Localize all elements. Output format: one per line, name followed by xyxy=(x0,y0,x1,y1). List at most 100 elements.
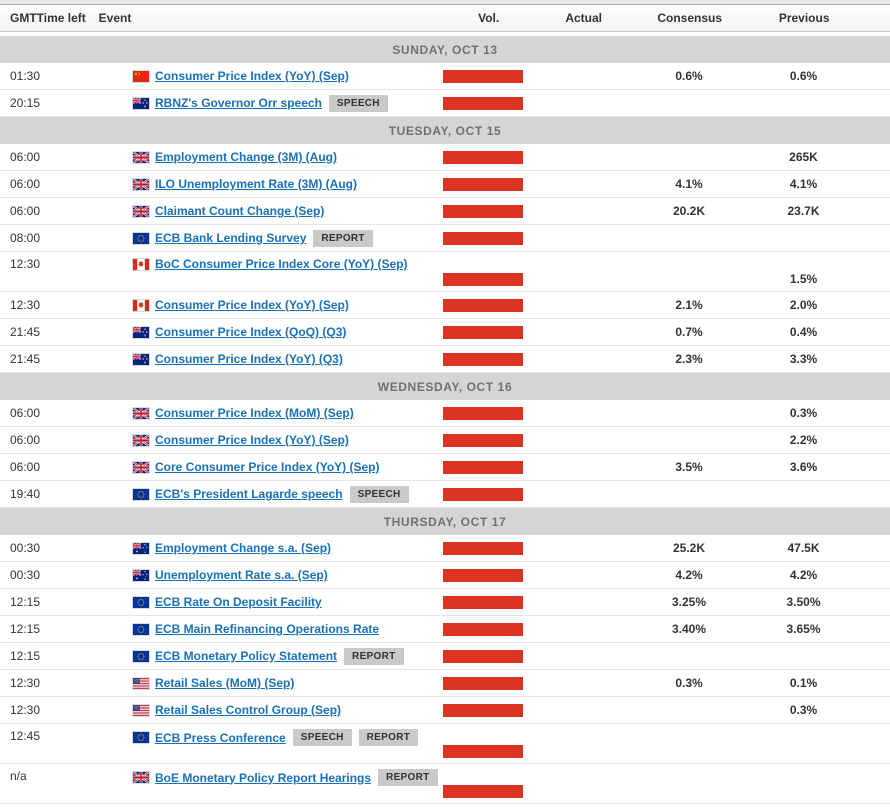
volatility-cell xyxy=(443,69,533,83)
european-union-flag-icon xyxy=(133,732,149,743)
event-link[interactable]: Retail Sales (MoM) (Sep) xyxy=(155,676,295,690)
volatility-cell xyxy=(443,150,533,164)
day-separator: WEDNESDAY, OCT 16 xyxy=(0,373,890,400)
event-link[interactable]: Consumer Price Index (YoY) (Sep) xyxy=(155,69,349,83)
european-union-flag-icon xyxy=(133,232,149,244)
event-link[interactable]: RBNZ's Governor Orr speech xyxy=(155,96,322,110)
calendar-body: SUNDAY, OCT 13 01:30 Consumer Price Inde… xyxy=(0,36,890,804)
event-cell: ECB Monetary Policy Statement REPORT xyxy=(133,647,443,665)
event-row: 06:00 Consumer Price Index (MoM) (Sep) 0… xyxy=(0,400,890,427)
consensus-value: 25.2K xyxy=(672,541,706,555)
event-link[interactable]: Employment Change s.a. (Sep) xyxy=(155,541,332,555)
event-row: 00:30 Employment Change s.a. (Sep) 25.2K… xyxy=(0,535,890,562)
event-cell: Core Consumer Price Index (YoY) (Sep) xyxy=(133,460,443,474)
united-kingdom-flag-icon xyxy=(133,205,149,217)
event-time: 06:00 xyxy=(10,177,41,191)
consensus-value: 2.1% xyxy=(675,298,703,312)
volatility-bar xyxy=(443,487,523,501)
event-cell: Consumer Price Index (YoY) (Sep) xyxy=(133,69,443,83)
event-link[interactable]: Claimant Count Change (Sep) xyxy=(155,204,325,218)
event-time: 12:15 xyxy=(10,595,41,609)
event-cell: ILO Unemployment Rate (3M) (Aug) xyxy=(133,177,443,191)
event-link[interactable]: ECB Monetary Policy Statement xyxy=(155,649,338,663)
event-link[interactable]: Core Consumer Price Index (YoY) (Sep) xyxy=(155,460,380,474)
volatility-cell xyxy=(443,703,533,717)
column-header-time-left: Time left xyxy=(36,11,86,25)
event-time: n/a xyxy=(10,769,27,783)
volatility-bar xyxy=(443,541,523,555)
event-row: 06:00 ILO Unemployment Rate (3M) (Aug) 4… xyxy=(0,171,890,198)
previous-value: 0.1% xyxy=(789,676,818,690)
event-link[interactable]: Unemployment Rate s.a. (Sep) xyxy=(155,568,328,582)
previous-value: 2.0% xyxy=(789,298,818,312)
volatility-cell xyxy=(443,231,533,245)
united-kingdom-flag-icon xyxy=(133,434,149,446)
event-row: 12:15 ECB Main Refinancing Operations Ra… xyxy=(0,616,890,643)
united-states-flag-icon xyxy=(133,677,149,689)
event-cell: BoC Consumer Price Index Core (YoY) (Sep… xyxy=(133,252,443,271)
event-time: 06:00 xyxy=(10,460,41,474)
event-link[interactable]: Consumer Price Index (QoQ) (Q3) xyxy=(155,325,347,339)
previous-value: 23.7K xyxy=(787,204,820,218)
volatility-bar xyxy=(443,325,523,339)
consensus-value: 0.7% xyxy=(675,325,703,339)
united-kingdom-flag-icon xyxy=(133,178,149,190)
event-cell: Consumer Price Index (MoM) (Sep) xyxy=(133,406,443,420)
event-link[interactable]: ECB Bank Lending Survey xyxy=(155,231,307,245)
event-cell: Employment Change s.a. (Sep) xyxy=(133,541,443,555)
volatility-bar xyxy=(443,231,523,245)
event-link[interactable]: ECB's President Lagarde speech xyxy=(155,487,343,501)
event-link[interactable]: Consumer Price Index (YoY) (Q3) xyxy=(155,352,343,366)
united-kingdom-flag-icon xyxy=(133,461,149,473)
report-badge: REPORT xyxy=(313,229,373,247)
event-row: 12:30 Retail Sales Control Group (Sep) 0… xyxy=(0,697,890,724)
column-header-actual: Actual xyxy=(565,11,603,25)
consensus-value: 3.5% xyxy=(675,460,703,474)
event-link[interactable]: BoE Monetary Policy Report Hearings xyxy=(155,770,372,785)
volatility-cell xyxy=(443,252,533,286)
event-link[interactable]: Consumer Price Index (YoY) (Sep) xyxy=(155,298,349,312)
event-link[interactable]: ECB Rate On Deposit Facility xyxy=(155,595,322,609)
event-link[interactable]: Consumer Price Index (YoY) (Sep) xyxy=(155,433,349,447)
event-link[interactable]: ECB Main Refinancing Operations Rate xyxy=(155,622,380,636)
volatility-cell xyxy=(443,460,533,474)
united-states-flag-icon xyxy=(133,704,149,716)
event-cell: Employment Change (3M) (Aug) xyxy=(133,150,443,164)
report-badge: REPORT xyxy=(358,729,419,746)
event-link[interactable]: ILO Unemployment Rate (3M) (Aug) xyxy=(155,177,358,191)
new-zealand-flag-icon xyxy=(133,97,149,109)
volatility-cell xyxy=(443,622,533,636)
column-header-previous: Previous xyxy=(778,11,830,25)
volatility-cell xyxy=(443,724,533,758)
consensus-value xyxy=(633,764,745,784)
event-link[interactable]: Consumer Price Index (MoM) (Sep) xyxy=(155,406,354,420)
column-header-vol: Vol. xyxy=(478,11,500,25)
volatility-bar xyxy=(443,745,523,758)
volatility-bar xyxy=(443,568,523,582)
consensus-value: 0.3% xyxy=(675,676,703,690)
volatility-cell xyxy=(443,433,533,447)
column-header-gmt: GMT xyxy=(10,11,37,25)
day-separator-label: WEDNESDAY, OCT 16 xyxy=(377,379,513,394)
china-flag-icon xyxy=(133,70,149,82)
event-link[interactable]: BoC Consumer Price Index Core (YoY) (Sep… xyxy=(155,257,408,271)
volatility-bar xyxy=(443,406,523,420)
event-row: 12:30 BoC Consumer Price Index Core (YoY… xyxy=(0,252,890,292)
event-link[interactable]: Retail Sales Control Group (Sep) xyxy=(155,703,342,717)
calendar-header-row: GMT Time left Event Vol. Actual Consensu… xyxy=(0,5,890,32)
volatility-bar xyxy=(443,649,523,663)
event-link[interactable]: ECB Press Conference xyxy=(155,730,286,745)
united-kingdom-flag-icon xyxy=(133,151,149,163)
top-divider xyxy=(0,0,890,5)
united-kingdom-flag-icon xyxy=(133,407,149,419)
speech-badge: SPEECH xyxy=(292,729,352,746)
event-cell: RBNZ's Governor Orr speech SPEECH xyxy=(133,94,443,112)
event-cell: ECB Rate On Deposit Facility xyxy=(133,595,443,609)
event-cell: Retail Sales (MoM) (Sep) xyxy=(133,676,443,690)
event-row: 12:30 Consumer Price Index (YoY) (Sep) 2… xyxy=(0,292,890,319)
event-link[interactable]: Employment Change (3M) (Aug) xyxy=(155,150,337,164)
event-time: 21:45 xyxy=(10,325,41,339)
volatility-cell xyxy=(443,96,533,110)
volatility-cell xyxy=(443,568,533,582)
event-time: 12:30 xyxy=(10,676,41,690)
